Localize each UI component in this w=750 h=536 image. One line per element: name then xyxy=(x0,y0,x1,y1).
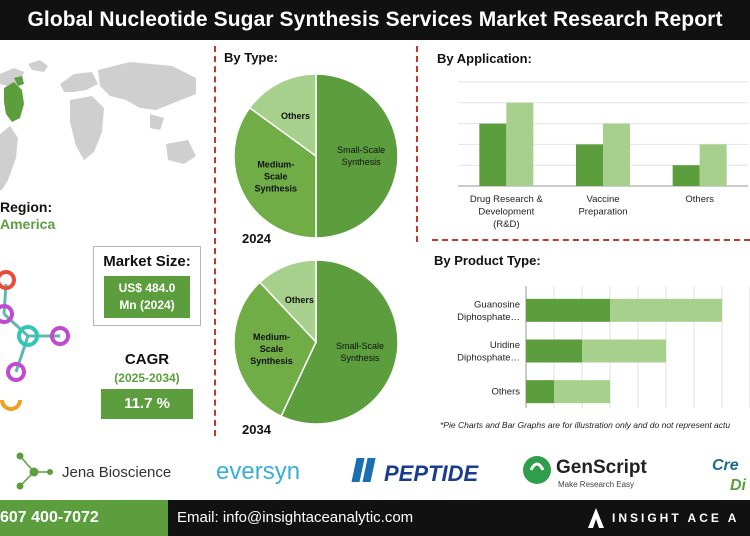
prod-bar-1-0 xyxy=(526,339,582,363)
brand-icon xyxy=(588,508,604,528)
peptide-logo: PEPTIDE xyxy=(351,458,479,486)
divider-left xyxy=(214,46,216,436)
pie-chart-2024: Small-Scale Synthesis Medium-Scale Synthesi… xyxy=(233,73,399,239)
market-size-value-line1: US$ 484.0 xyxy=(118,281,176,295)
prod-bar-2-1 xyxy=(554,380,610,404)
email-address[interactable]: Email: info@insightaceanalytic.com xyxy=(177,509,414,526)
market-size-card: Market Size: US$ 484.0 Mn (2024) xyxy=(93,246,201,326)
region-label: Region: xyxy=(0,199,53,215)
divider-right-top xyxy=(416,46,418,242)
disclaimer-note: *Pie Charts and Bar Graphs are for illus… xyxy=(440,420,731,430)
prod-bar-1-1 xyxy=(582,339,666,363)
pie-2024-slice-2 xyxy=(248,73,317,158)
app-bar-2-0 xyxy=(672,165,700,186)
footer-bar: 607 400-7072 Email: info@insightaceanaly… xyxy=(0,500,750,536)
cagr-period: (2025-2034) xyxy=(114,371,180,385)
prod-category-label-0: Guanosine Diphosphate… xyxy=(457,299,520,323)
pie-2034-label-2: Others xyxy=(285,295,314,305)
prod-category-label-2: Others xyxy=(491,387,520,398)
creative-subtext: Di xyxy=(730,477,747,494)
divider-right-mid xyxy=(432,239,750,241)
brand-name: INSIGHT ACE A xyxy=(612,511,740,525)
pie-year-2034: 2034 xyxy=(242,422,271,437)
app-category-label-1: Vaccine Preparation xyxy=(578,194,627,218)
pie-2024-label-1: Medium-Scale Synthesis xyxy=(255,159,298,193)
by-type-title: By Type: xyxy=(224,50,278,65)
company-logos: Jena Bioscience eversyn PEPTIDE GenScrip… xyxy=(16,452,747,494)
molecule-icon xyxy=(0,270,70,411)
application-bar-chart: Drug Research & Development (R&D) Vaccine Pr… xyxy=(458,81,748,230)
pie-2034-label-0: Small-Scale Synthesis xyxy=(336,341,384,363)
app-bar-1-1 xyxy=(603,123,630,186)
genscript-text: GenScript xyxy=(556,457,647,478)
prod-category-label-1: Uridine Diphosphate… xyxy=(457,340,520,364)
title-bar: Global Nucleotide Sugar Synthesis Servic… xyxy=(0,0,750,40)
pie-2034-slice-0 xyxy=(280,259,399,425)
eversyn-logo: eversyn xyxy=(216,458,300,485)
pie-chart-2034: Small-Scale Synthesis Medium-Scale Synthesi… xyxy=(233,259,399,425)
app-bar-1-0 xyxy=(576,144,603,186)
prod-bar-0-0 xyxy=(526,298,610,322)
creative-logo: Cre Di xyxy=(712,457,747,494)
region-value: America xyxy=(0,216,56,232)
app-bar-2-1 xyxy=(699,144,727,186)
cagr-value: 11.7 % xyxy=(101,389,193,419)
page-title: Global Nucleotide Sugar Synthesis Servic… xyxy=(27,8,723,31)
pie-2024-label-2: Others xyxy=(281,111,310,121)
pie-2034-slice-1 xyxy=(233,281,317,418)
pie-2024-slice-1 xyxy=(233,106,317,239)
phone-cell: 607 400-7072 xyxy=(0,500,168,536)
app-category-label-2: Others xyxy=(685,194,714,205)
peptide-text: PEPTIDE xyxy=(384,461,479,486)
creative-text: Cre xyxy=(712,457,739,474)
app-category-label-0: Drug Research & Development (R&D) xyxy=(470,194,544,230)
pie-2034-label-1: Medium-Scale Synthesis xyxy=(250,332,293,366)
genscript-tagline: Make Research Easy xyxy=(558,480,634,489)
prod-bar-0-1 xyxy=(610,298,722,322)
jena-bioscience-logo: Jena Bioscience xyxy=(16,452,171,490)
cagr-title: CAGR xyxy=(124,351,170,368)
market-size-value: US$ 484.0 Mn (2024) xyxy=(104,276,190,318)
genscript-logo: GenScript Make Research Easy xyxy=(523,456,647,489)
pie-2034-slice-2 xyxy=(258,259,317,344)
jena-bioscience-text: Jena Bioscience xyxy=(62,464,171,481)
pie-year-2024: 2024 xyxy=(242,231,271,246)
market-size-title: Market Size: xyxy=(103,253,191,270)
product-type-bar-chart: Guanosine Diphosphate… Uridine Diphosphate…… xyxy=(457,286,750,408)
by-product-type-title: By Product Type: xyxy=(434,253,541,268)
phone-number[interactable]: 607 400-7072 xyxy=(0,509,99,526)
app-bar-0-1 xyxy=(506,102,534,186)
market-size-value-line2: Mn (2024) xyxy=(119,298,175,312)
pie-2024-label-0: Small-Scale Synthesis xyxy=(337,145,385,167)
app-bar-0-0 xyxy=(479,123,507,186)
prod-bar-2-0 xyxy=(526,380,554,404)
by-application-title: By Application: xyxy=(437,51,532,66)
world-map-image xyxy=(0,60,196,190)
pie-2024-slice-0 xyxy=(315,73,399,239)
